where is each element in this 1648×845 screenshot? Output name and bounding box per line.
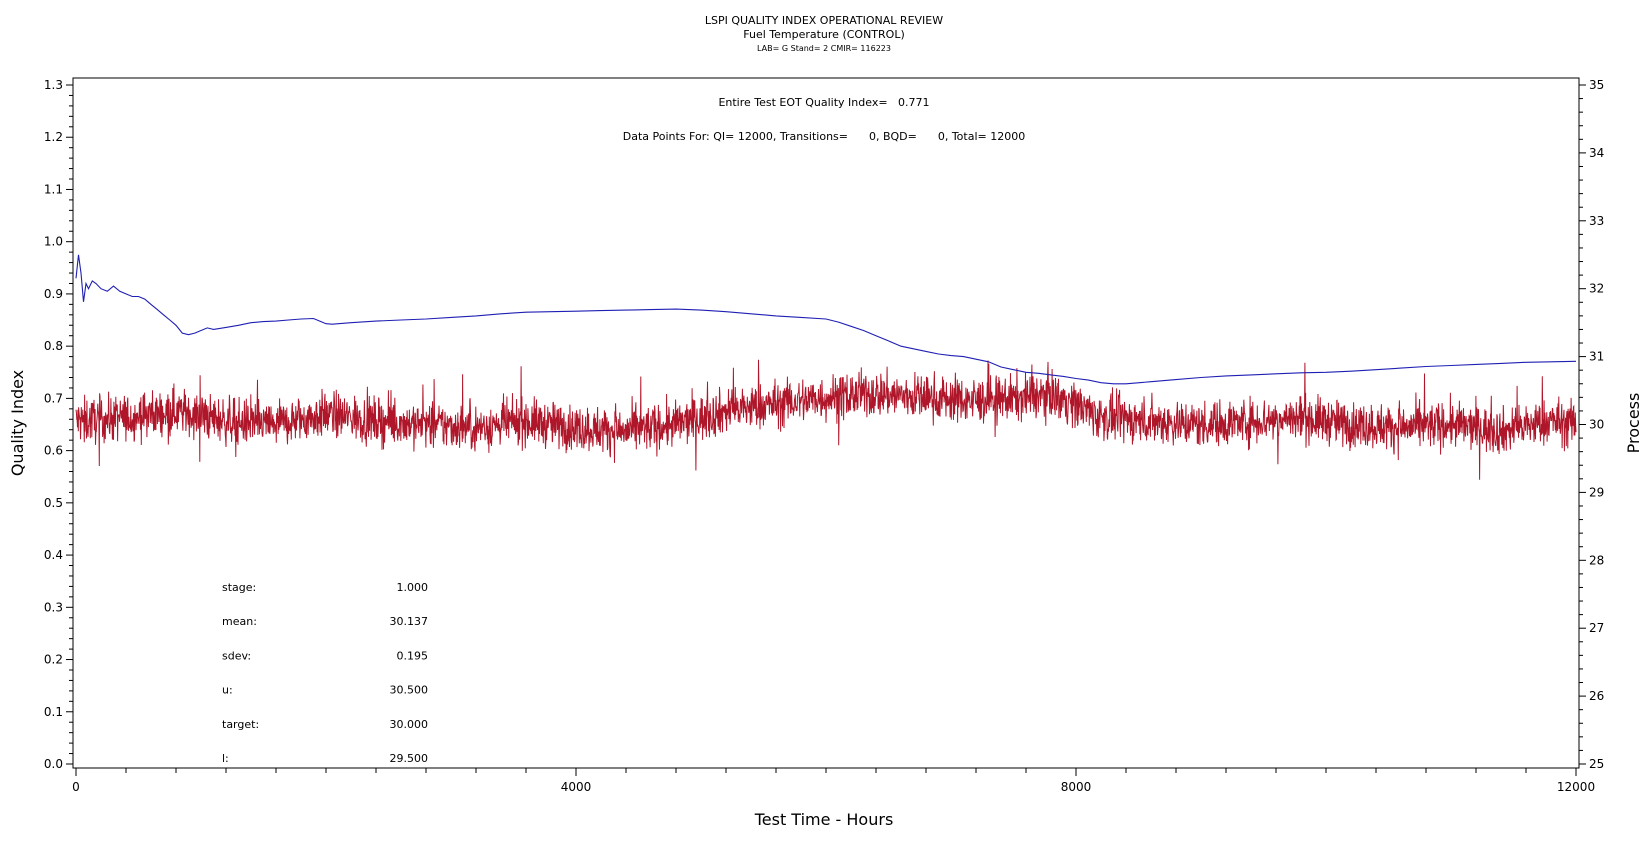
chart-subtitle: Fuel Temperature (CONTROL) <box>743 28 905 41</box>
chart-title: LSPI QUALITY INDEX OPERATIONAL REVIEW <box>705 14 943 27</box>
right-tick-label: 27 <box>1589 621 1604 635</box>
stat-value: 30.137 <box>390 615 429 628</box>
stat-label: target: <box>222 718 259 731</box>
chart-subtitle-lab: LAB= G Stand= 2 CMIR= 116223 <box>757 44 891 53</box>
stat-label: mean: <box>222 615 257 628</box>
left-axis-label: Quality Index <box>8 370 27 476</box>
left-tick-label: 1.2 <box>44 130 63 144</box>
right-tick-label: 33 <box>1589 214 1604 228</box>
right-tick-label: 35 <box>1589 78 1604 92</box>
x-tick-label: 12000 <box>1557 780 1595 794</box>
right-tick-label: 31 <box>1589 350 1604 364</box>
left-tick-label: 0.8 <box>44 339 63 353</box>
stat-label: l: <box>222 752 229 765</box>
right-axis: 25 26 27 28 29 30 31 32 33 34 35 <box>1579 78 1604 771</box>
x-tick-label: 4000 <box>561 780 592 794</box>
right-tick-label: 28 <box>1589 553 1604 567</box>
x-tick-label: 0 <box>72 780 80 794</box>
right-tick-label: 26 <box>1589 689 1604 703</box>
left-tick-label: 0.1 <box>44 705 63 719</box>
stat-value: 0.195 <box>397 649 429 662</box>
left-tick-label: 0.3 <box>44 600 63 614</box>
left-tick-label: 0.0 <box>44 757 63 771</box>
left-tick-label: 1.0 <box>44 235 63 249</box>
stats-block: stage: 1.000 mean: 30.137 sdev: 0.195 u: 30.500… <box>222 581 428 765</box>
left-tick-label: 1.3 <box>44 78 63 92</box>
stat-label: u: <box>222 684 233 697</box>
stat-value: 1.000 <box>397 581 429 594</box>
process-series-line <box>75 359 1577 480</box>
x-axis: 0 4000 8000 12000 <box>72 768 1595 794</box>
stat-label: stage: <box>222 581 256 594</box>
right-axis-label: Process <box>1624 393 1643 454</box>
right-tick-label: 30 <box>1589 418 1604 432</box>
left-tick-label: 0.4 <box>44 548 63 562</box>
data-points-annotation: Data Points For: QI= 12000, Transitions=… <box>623 130 1025 143</box>
eot-quality-index-annotation: Entire Test EOT Quality Index= 0.771 <box>718 96 929 109</box>
left-tick-label: 0.5 <box>44 496 63 510</box>
left-tick-label: 0.7 <box>44 391 63 405</box>
x-axis-label: Test Time - Hours <box>754 810 894 829</box>
left-tick-label: 1.1 <box>44 182 63 196</box>
left-axis: 0.0 0.1 0.2 0.3 0.4 0.5 0.6 0.7 0.8 0.9 1.0 1.1 1.2 1… <box>44 78 73 771</box>
left-tick-label: 0.6 <box>44 444 63 458</box>
stat-value: 30.000 <box>390 718 429 731</box>
right-tick-label: 25 <box>1589 757 1604 771</box>
left-tick-label: 0.2 <box>44 653 63 667</box>
right-tick-label: 32 <box>1589 282 1604 296</box>
right-tick-label: 29 <box>1589 485 1604 499</box>
quality-index-line <box>75 254 1577 385</box>
left-tick-label: 0.9 <box>44 287 63 301</box>
quality-index-series <box>75 254 1577 385</box>
stat-label: sdev: <box>222 649 251 662</box>
stat-value: 29.500 <box>390 752 429 765</box>
stat-value: 30.500 <box>390 684 429 697</box>
x-tick-label: 8000 <box>1061 780 1092 794</box>
process-series <box>75 359 1577 480</box>
right-tick-label: 34 <box>1589 146 1604 160</box>
